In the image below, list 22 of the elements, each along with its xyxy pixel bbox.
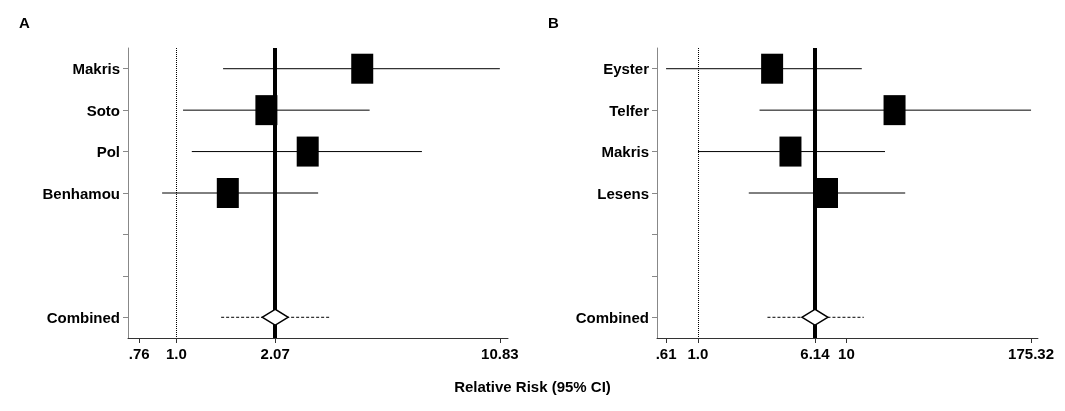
x-tick-label: 1.0: [687, 345, 709, 362]
x-axis-title: Relative Risk (95% CI): [453, 378, 612, 395]
y-tick-label: Eyster: [603, 60, 650, 78]
x-tick-label: 2.07: [260, 345, 290, 362]
x-tick-label: 1.0: [165, 345, 187, 362]
x-tick-label: .76: [128, 345, 150, 362]
x-tick-label: 10: [838, 345, 855, 362]
y-tick-label: Benhamou: [42, 184, 120, 202]
x-tick-label: 6.14: [800, 345, 831, 362]
x-tick-label: 10.83: [481, 345, 519, 362]
y-tick-label: Makris: [72, 60, 120, 78]
y-tick-label: Combined: [46, 308, 120, 326]
y-tick-label: Makris: [601, 143, 649, 161]
x-tick-label: 175.32: [1008, 345, 1055, 362]
x-tick-label: .61: [655, 345, 677, 362]
chart-title: B: [548, 14, 559, 31]
y-tick-label: Lesens: [597, 184, 649, 202]
y-tick-label: Soto: [86, 101, 120, 119]
chart-title: A: [19, 14, 30, 31]
y-tick-label: Pol: [96, 143, 120, 161]
y-tick-label: Telfer: [609, 101, 650, 119]
y-tick-label: Combined: [575, 308, 649, 326]
